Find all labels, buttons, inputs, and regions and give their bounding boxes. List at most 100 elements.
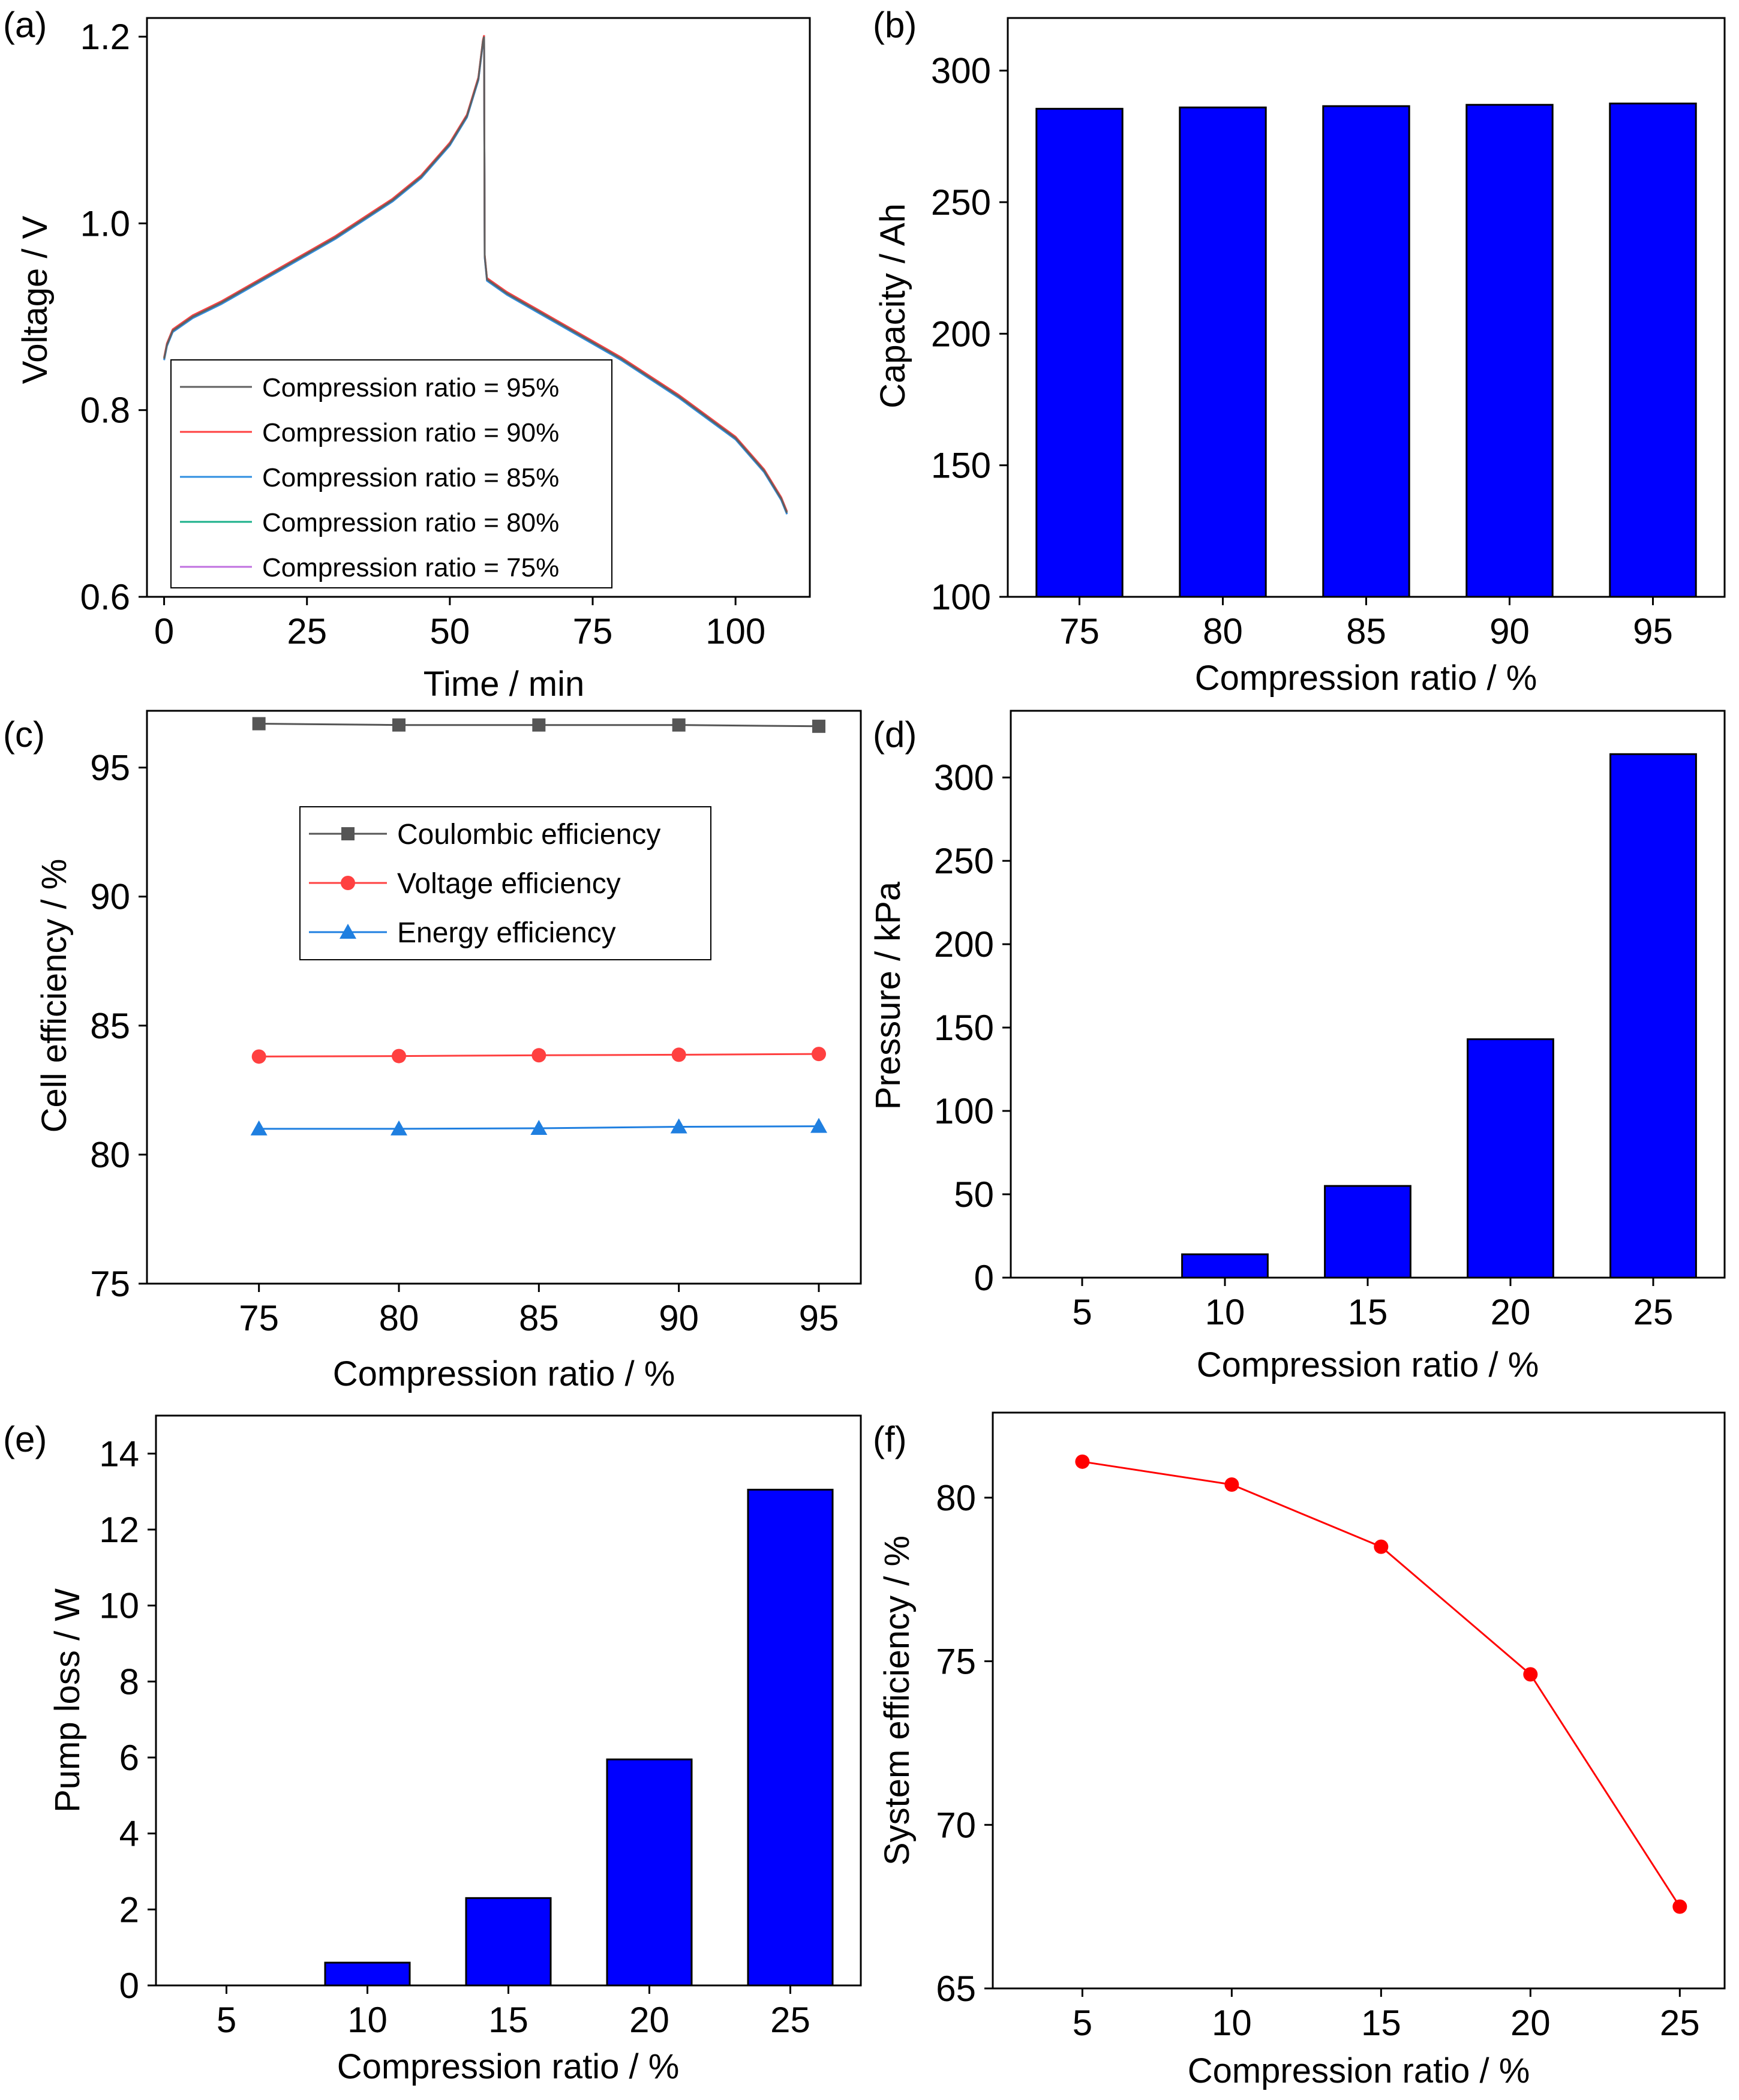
panel-b-x-tick-label: 80 — [1203, 611, 1243, 651]
panel-a-y-tick-label: 0.6 — [80, 577, 130, 617]
panel-c-data-point — [670, 1118, 687, 1134]
panel-b-x-tick-label: 75 — [1059, 611, 1100, 651]
panel-a-x-tick-label: 50 — [430, 611, 470, 651]
panel-c-data-point — [532, 718, 546, 732]
panel-d-bar — [1467, 1038, 1554, 1279]
panel-c-x-tick-label: 80 — [379, 1298, 419, 1338]
panel-f-x-tick-label: 5 — [1073, 2003, 1092, 2043]
panel-f-series-line — [1082, 1461, 1681, 1907]
panel-a-x-tick-label: 75 — [573, 611, 613, 651]
panel-b-bar — [1609, 103, 1697, 598]
panel-c-legend-label: Coulombic efficiency — [397, 819, 660, 851]
panel-c-legend-marker — [340, 924, 356, 939]
panel-c: (c) 75 80 85 90 95 75 80 85 90 95 Coulombic effic… — [3, 710, 862, 1393]
panel-a: (a) 0 25 50 75 100 0.6 0.8 1.0 1.2 Compression r… — [3, 5, 811, 704]
panel-b-ticks: 75 80 85 90 95 100 150 200 250 300 — [931, 51, 1673, 651]
panel-b-y-axis-label: Capacity / Ah — [873, 203, 912, 408]
panel-a-legend-label: Compression ratio = 80% — [262, 508, 559, 537]
panel-f-y-tick-label: 70 — [936, 1805, 976, 1845]
panel-e: (e) 5 10 15 20 25 0 2 4 6 8 10 12 14 Compression rat… — [3, 1414, 862, 2086]
panel-e-x-tick-label: 10 — [347, 2000, 388, 2040]
panel-b-y-tick-label: 200 — [931, 314, 991, 354]
panel-c-plot-frame — [146, 710, 862, 1285]
panel-d-y-tick-label: 100 — [934, 1091, 994, 1131]
panel-c-data-point — [392, 1049, 406, 1063]
panel-c-legend-marker — [341, 876, 355, 890]
panel-f-y-axis-label: System efficiency / % — [878, 1536, 917, 1865]
panel-c-x-tick-label: 75 — [239, 1298, 279, 1338]
panel-c-data-point — [530, 1120, 548, 1135]
panel-a-legend: Compression ratio = 95% Compression ratio… — [170, 359, 612, 588]
panel-d-x-tick-label: 10 — [1205, 1292, 1245, 1332]
panel-d-bar — [1324, 1185, 1411, 1279]
panel-c-y-tick-label: 80 — [90, 1135, 130, 1175]
panel-e-label: (e) — [3, 1419, 47, 1459]
panel-e-x-tick-label: 15 — [488, 2000, 528, 2040]
panel-c-legend-label: Energy efficiency — [397, 917, 616, 949]
panel-c-y-tick-label: 85 — [90, 1006, 130, 1046]
panel-d-x-tick-label: 5 — [1072, 1292, 1092, 1332]
panel-a-ticks: 0 25 50 75 100 0.6 0.8 1.0 1.2 — [80, 17, 766, 651]
panel-c-x-tick-label: 85 — [519, 1298, 559, 1338]
panel-c-data-point — [391, 1120, 407, 1135]
panel-a-legend-label: Compression ratio = 95% — [262, 373, 559, 402]
panel-a-label: (a) — [3, 5, 47, 45]
panel-d-y-tick-label: 150 — [934, 1008, 994, 1048]
panel-c-data-point — [812, 719, 825, 733]
panel-b-bar — [1465, 104, 1554, 598]
panel-c-y-tick-label: 90 — [90, 877, 130, 917]
panel-b-x-tick-label: 85 — [1346, 611, 1386, 651]
panel-c-data-point — [531, 1048, 546, 1063]
panel-e-y-tick-label: 4 — [119, 1814, 139, 1854]
panel-e-bar — [324, 1961, 411, 1987]
panel-f-x-tick-label: 10 — [1212, 2003, 1252, 2043]
panel-e-bar — [465, 1897, 552, 1987]
panel-e-y-tick-label: 6 — [119, 1738, 139, 1778]
panel-d-bar — [1181, 1253, 1269, 1279]
panel-f-x-tick-label: 20 — [1510, 2003, 1551, 2043]
panel-a-x-tick-label: 0 — [154, 611, 174, 651]
panel-e-y-tick-label: 14 — [99, 1434, 139, 1474]
panel-e-y-tick-label: 8 — [119, 1662, 139, 1702]
panel-e-y-tick-label: 12 — [99, 1510, 139, 1550]
panel-c-label: (c) — [3, 714, 45, 755]
panel-b-y-tick-label: 100 — [931, 577, 991, 617]
panel-e-bar — [606, 1758, 693, 1987]
panel-c-data-point — [812, 1047, 826, 1062]
panel-d-y-tick-label: 300 — [934, 758, 994, 798]
panel-e-ticks: 5 10 15 20 25 0 2 4 6 8 10 12 14 — [99, 1434, 810, 2040]
panel-a-x-axis-label: Time / min — [424, 665, 585, 704]
panel-c-legend-label: Voltage efficiency — [397, 868, 621, 900]
panel-c-x-tick-label: 95 — [799, 1298, 839, 1338]
panel-b-x-axis-label: Compression ratio / % — [1195, 659, 1537, 698]
panel-f-data-point — [1672, 1899, 1687, 1914]
panel-a-curve — [163, 36, 788, 513]
panel-b-bars — [1035, 103, 1697, 598]
panel-c-data-point — [250, 1120, 268, 1135]
panel-f: (f) 5 10 15 20 25 65 70 75 80 Compression ratio … — [873, 1411, 1726, 2090]
panel-c-legend-marker — [341, 827, 355, 840]
panel-d-bars — [1181, 753, 1697, 1279]
panel-b-x-tick-label: 95 — [1633, 611, 1673, 651]
panel-d-x-tick-label: 15 — [1348, 1292, 1388, 1332]
panel-b-bar — [1179, 106, 1267, 598]
panel-d-x-axis-label: Compression ratio / % — [1197, 1345, 1539, 1384]
panel-c-data-point — [252, 717, 266, 731]
panel-c-data-point — [810, 1117, 827, 1133]
panel-e-y-tick-label: 0 — [119, 1966, 139, 2006]
panel-c-data-point — [392, 718, 406, 732]
panel-f-label: (f) — [873, 1419, 907, 1459]
panel-d-y-tick-label: 250 — [934, 841, 994, 881]
panel-a-legend-label: Compression ratio = 90% — [262, 418, 559, 447]
panel-c-data-point — [672, 718, 686, 732]
panel-f-plot-frame — [992, 1411, 1726, 1990]
panel-b: (b) 75 80 85 90 95 100 150 200 250 300 Compressio… — [873, 5, 1726, 698]
panel-a-curves — [163, 35, 788, 515]
panel-e-x-axis-label: Compression ratio / % — [337, 2047, 680, 2086]
panel-a-x-tick-label: 100 — [705, 611, 765, 651]
panel-c-x-tick-label: 90 — [659, 1298, 699, 1338]
panel-c-legend: Coulombic efficiency Voltage efficiency En… — [299, 806, 711, 960]
panel-e-x-tick-label: 5 — [217, 2000, 236, 2040]
panel-c-y-tick-label: 95 — [90, 748, 130, 788]
